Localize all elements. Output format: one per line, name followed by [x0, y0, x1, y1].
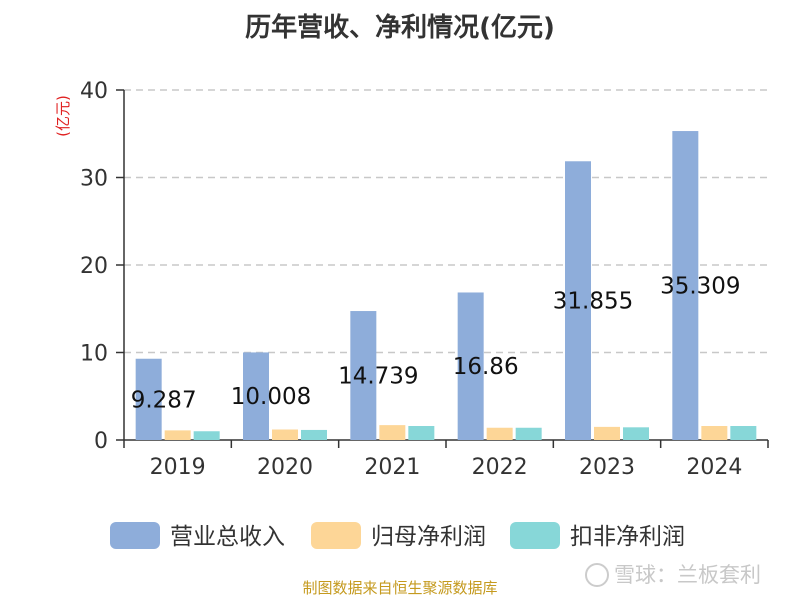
legend-label: 营业总收入	[170, 524, 285, 550]
y-tick-label: 30	[80, 167, 108, 192]
data-source-note: 制图数据来自恒生聚源数据库	[302, 579, 497, 597]
y-tick-label: 20	[80, 254, 108, 279]
grid-lines	[124, 89, 768, 354]
data-label: 10.008	[231, 384, 311, 410]
legend-label: 归母净利润	[371, 524, 486, 550]
bar-1-2023	[565, 161, 591, 441]
data-label: 9.287	[131, 387, 197, 413]
legend-swatch	[311, 522, 361, 549]
bar-3-2021	[408, 426, 435, 440]
data-label: 16.86	[453, 354, 519, 380]
chart-title: 历年营收、净利情况(亿元)	[245, 12, 555, 43]
legend-item[interactable]: 归母净利润	[311, 522, 486, 550]
x-tick-label: 2022	[472, 455, 528, 480]
bar-2-2023	[594, 426, 620, 440]
bar-2-2021	[379, 425, 406, 440]
bar-2-2020	[272, 429, 298, 440]
data-labels: 9.287 10.008 14.739 16.86 31.855 35.309	[131, 274, 741, 414]
xueqiu-logo-icon	[585, 563, 609, 587]
data-label: 14.739	[338, 364, 418, 390]
bar-3-2024	[730, 426, 757, 440]
y-tick-label: 0	[94, 429, 108, 454]
legend-swatch	[110, 522, 160, 549]
data-label: 35.309	[660, 274, 740, 300]
bar-2-2019	[164, 430, 191, 440]
x-tick-label: 2021	[364, 455, 420, 480]
data-label: 31.855	[553, 289, 633, 315]
bar-1-2021	[350, 311, 377, 440]
bar-2-2024	[701, 426, 728, 440]
x-tick-label: 2020	[257, 455, 313, 480]
bars	[135, 131, 757, 441]
watermark: 雪球：兰板套利	[585, 563, 761, 587]
bar-1-2024	[672, 131, 699, 440]
x-tick-label: 2023	[579, 455, 635, 480]
bar-3-2022	[515, 427, 542, 440]
bar-1-2020	[243, 352, 269, 440]
bar-3-2019	[193, 431, 220, 440]
legend-item[interactable]: 扣非净利润	[510, 522, 685, 550]
y-tick-label: 40	[80, 79, 108, 104]
bar-2-2022	[486, 427, 513, 440]
bar-3-2023	[623, 427, 649, 440]
bar-3-2020	[301, 429, 327, 440]
legend-label: 扣非净利润	[570, 524, 685, 550]
bar-1-2019	[135, 358, 162, 440]
x-tick-label: 2019	[150, 455, 206, 480]
y-axis-unit-label: (亿元)	[54, 95, 72, 137]
axes: 0 10 20 30 40 2019 2020 2021 2022 2023 2024	[80, 79, 769, 480]
legend-swatch	[510, 522, 560, 549]
y-tick-label: 10	[80, 342, 108, 367]
x-tick-label: 2024	[686, 455, 742, 480]
watermark-text: 雪球：兰板套利	[614, 563, 761, 587]
legend-item[interactable]: 营业总收入	[110, 522, 285, 550]
bar-1-2022	[457, 292, 484, 440]
legend[interactable]: 营业总收入 归母净利润 扣非净利润	[110, 522, 685, 550]
